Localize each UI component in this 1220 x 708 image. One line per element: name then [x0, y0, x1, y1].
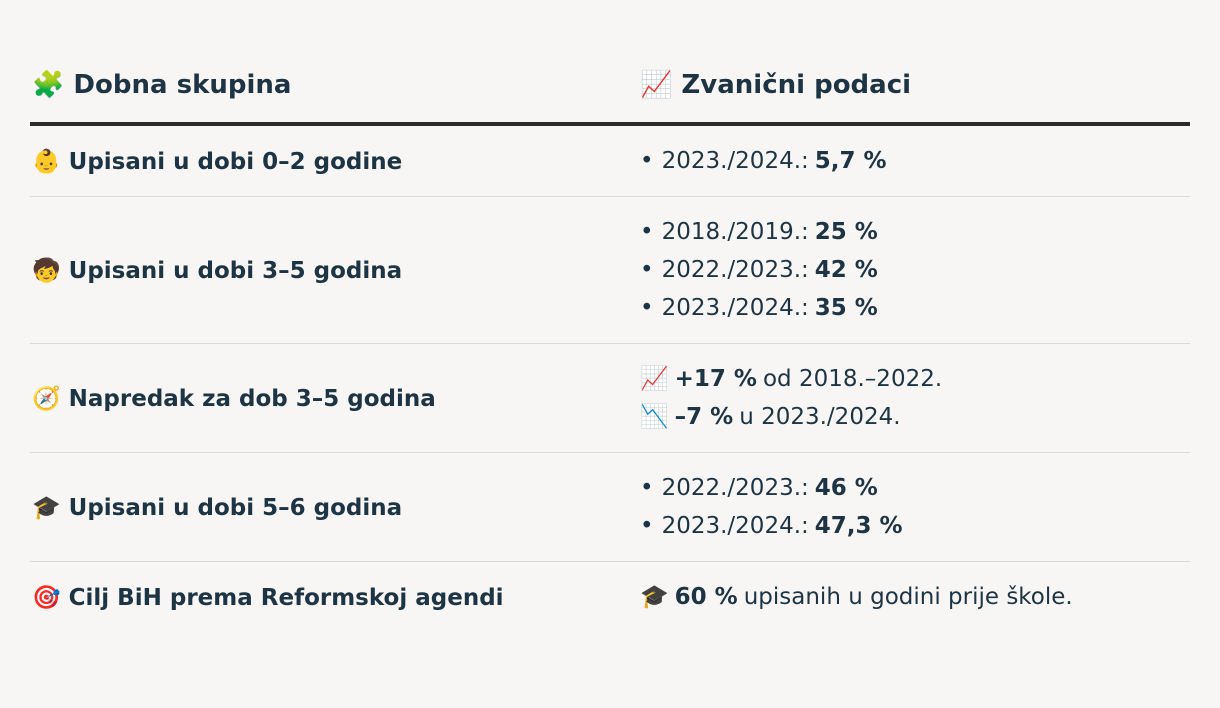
- line-value: 60 %: [674, 584, 738, 610]
- row-data: 2023./2024.:5,7 %: [638, 124, 1190, 197]
- data-line: 📉 –7 % u 2023./2024.: [640, 398, 1188, 436]
- line-icon: 📈: [640, 366, 669, 392]
- line-icon: 📉: [640, 404, 669, 430]
- data-line: 2022./2023.:46 %: [640, 469, 1188, 507]
- line-value: +17 %: [674, 366, 757, 392]
- row-data: 📈 +17 % od 2018.–2022. 📉 –7 % u 2023./2024.: [638, 343, 1190, 453]
- row-label: 👶 Upisani u dobi 0–2 godine: [30, 124, 638, 197]
- table-row: 👶 Upisani u dobi 0–2 godine2023./2024.:5…: [30, 124, 1190, 197]
- line-text: upisanih u godini prije škole.: [743, 584, 1073, 610]
- data-line: 2023./2024.:5,7 %: [640, 142, 1188, 180]
- line-text: u 2023./2024.: [739, 404, 901, 430]
- line-value: 25 %: [814, 219, 878, 245]
- line-icon: 🎓: [640, 584, 669, 610]
- line-value: 42 %: [814, 257, 878, 283]
- data-line: 🎓 60 % upisanih u godini prije škole.: [640, 578, 1188, 616]
- header-row: 🧩 Dobna skupina 📈 Zvanični podaci: [30, 48, 1190, 126]
- data-line: 📈 +17 % od 2018.–2022.: [640, 360, 1188, 398]
- data-line: 2023./2024.:35 %: [640, 289, 1188, 327]
- line-text: 2023./2024.:: [661, 295, 809, 321]
- table-row: 🎯 Cilj BiH prema Reformskoj agendi 🎓 60 % u…: [30, 562, 1190, 633]
- line-text: od 2018.–2022.: [762, 366, 943, 392]
- header-cell: 🧩 Dobna skupina: [30, 48, 638, 126]
- table-row: 🎓 Upisani u dobi 5–6 godina2022./2023.:4…: [30, 452, 1190, 562]
- row-label: 🧭 Napredak za dob 3–5 godina: [30, 343, 638, 453]
- line-text: 2022./2023.:: [661, 257, 809, 283]
- data-table: 🧩 Dobna skupina 📈 Zvanični podaci 👶 Upis…: [30, 48, 1190, 632]
- line-value: –7 %: [674, 404, 734, 430]
- row-data: 2022./2023.:46 %2023./2024.:47,3 %: [638, 452, 1190, 562]
- line-text: 2018./2019.:: [661, 219, 809, 245]
- line-value: 46 %: [814, 475, 878, 501]
- row-label: 🎯 Cilj BiH prema Reformskoj agendi: [32, 584, 504, 611]
- line-text: 2023./2024.:: [661, 148, 809, 174]
- row-label: 🎓 Upisani u dobi 5–6 godina: [30, 452, 638, 562]
- data-line: 2023./2024.:47,3 %: [640, 507, 1188, 545]
- data-line: 2018./2019.:25 %: [640, 213, 1188, 251]
- table-body: 👶 Upisani u dobi 0–2 godine2023./2024.:5…: [30, 124, 1190, 632]
- table-row: 🧒 Upisani u dobi 3–5 godina2018./2019.:2…: [30, 196, 1190, 344]
- line-text: 2022./2023.:: [661, 475, 809, 501]
- table-row: 🧭 Napredak za dob 3–5 godina 📈 +17 % od 201…: [30, 343, 1190, 453]
- line-value: 47,3 %: [814, 513, 903, 539]
- line-value: 5,7 %: [814, 148, 887, 174]
- data-line: 2022./2023.:42 %: [640, 251, 1188, 289]
- row-data: 2018./2019.:25 %2022./2023.:42 %2023./20…: [638, 196, 1190, 344]
- row-data: 🎓 60 % upisanih u godini prije škole.: [638, 562, 1190, 633]
- line-value: 35 %: [814, 295, 878, 321]
- header-cell: 📈 Zvanični podaci: [638, 48, 1190, 126]
- line-text: 2023./2024.:: [661, 513, 809, 539]
- row-label: 🧒 Upisani u dobi 3–5 godina: [30, 196, 638, 344]
